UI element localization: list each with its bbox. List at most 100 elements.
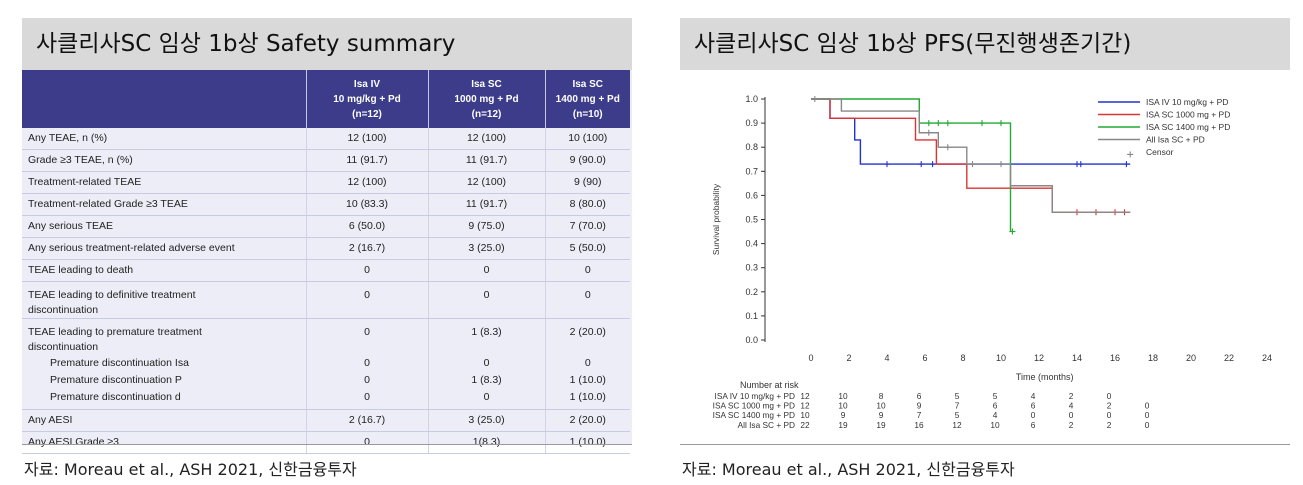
censor-mark <box>929 161 936 168</box>
censor-mark <box>998 120 1004 127</box>
cell-value: 2 (20.0) <box>544 318 630 355</box>
safety-panel-title: 사클리사SC 임상 1b상 Safety summary <box>22 18 632 70</box>
cell-value: 0 <box>305 431 428 454</box>
risk-cell: 4 <box>993 410 998 420</box>
header-col-1: Isa IV 10 mg/kg + Pd (n=12) <box>305 70 428 128</box>
y-tick-label: 0.0 <box>745 335 758 345</box>
table-row: Premature discontinuation P 0 1 (8.3) 1 … <box>22 372 630 389</box>
risk-row-label: All Isa SC + PD <box>738 420 795 430</box>
censor-mark <box>944 144 951 151</box>
pfs-panel-title: 사클리사SC 임상 1b상 PFS(무진행생존기간) <box>680 18 1290 70</box>
x-tick-label: 2 <box>846 353 851 363</box>
x-tick-label: 14 <box>1072 353 1082 363</box>
risk-cell: 8 <box>879 391 884 401</box>
risk-cell: 2 <box>1107 401 1112 411</box>
table-row: Any TEAE, n (%) 12 (100) 12 (100) 10 (10… <box>22 128 630 150</box>
risk-cell: 19 <box>838 420 848 430</box>
cell-value: 1 (10.0) <box>544 431 630 454</box>
cell-value: 11 (91.7) <box>427 193 545 216</box>
row-label: Any AESI <box>22 409 306 432</box>
row-label-line1: TEAE leading to definitive treatment <box>28 289 196 301</box>
risk-cell: 22 <box>800 420 810 430</box>
risk-cell: 10 <box>838 401 848 411</box>
censor-mark <box>944 120 951 127</box>
x-tick-label: 18 <box>1148 353 1158 363</box>
cell-value: 11 (91.7) <box>427 149 545 172</box>
table-row: Premature discontinuation Isa 0 0 0 <box>22 355 630 372</box>
censor-mark <box>998 161 1004 168</box>
table-row: Treatment-related TEAE 12 (100) 12 (100)… <box>22 171 630 194</box>
x-tick-label: 20 <box>1186 353 1196 363</box>
row-label: TEAE leading to definitive treatment dis… <box>22 281 306 319</box>
header-col-3-line1: Isa SC <box>572 78 604 90</box>
safety-table: Isa IV 10 mg/kg + Pd (n=12) Isa SC 1000 … <box>22 70 630 454</box>
risk-cell: 7 <box>917 410 922 420</box>
table-row: Premature discontinuation d 0 0 1 (10.0) <box>22 389 630 410</box>
cell-value: 10 (100) <box>544 128 630 150</box>
censor-mark <box>925 129 932 136</box>
y-tick-label: 0.8 <box>745 142 758 152</box>
row-label: Any serious treatment-related adverse ev… <box>22 237 306 260</box>
risk-table-header: Number at risk <box>740 380 799 390</box>
y-tick-label: 0.3 <box>745 263 758 273</box>
row-label: Any TEAE, n (%) <box>22 128 306 150</box>
cell-value: 6 (50.0) <box>305 215 428 238</box>
km-chart-container: 0.0 0.1 0.2 0.3 0.4 0.5 0.6 0.7 0.8 0.9 1.0 Surviva… <box>680 70 1290 444</box>
row-label: Premature discontinuation d <box>22 389 306 410</box>
y-tick-label: 0.4 <box>745 239 758 249</box>
y-tick-label: 0.1 <box>745 311 758 321</box>
risk-cell: 6 <box>917 391 922 401</box>
cell-value: 12 (100) <box>305 171 428 194</box>
cell-value: 0 <box>305 389 428 410</box>
row-label-line2: discontinuation <box>28 341 99 353</box>
row-label: Any AESI Grade ≥3 <box>22 431 306 454</box>
header-col-1-line2: 10 mg/kg + Pd <box>333 93 401 105</box>
series-line <box>811 98 1131 213</box>
row-label: Premature discontinuation P <box>50 374 182 386</box>
source-note: 자료: Moreau et al., ASH 2021, 신한금융투자 <box>682 460 1015 479</box>
cell-value: 1 (8.3) <box>427 372 545 389</box>
bottom-rule <box>22 444 632 445</box>
safety-summary-panel: 사클리사SC 임상 1b상 Safety summary Isa IV 10 m… <box>22 18 632 479</box>
cell-value: 2 (20.0) <box>544 409 630 432</box>
risk-cell: 7 <box>955 401 960 411</box>
cell-value: 0 <box>427 281 545 319</box>
risk-cell: 5 <box>955 391 960 401</box>
legend-label: ISA IV 10 mg/kg + PD <box>1146 97 1228 107</box>
table-row: TEAE leading to premature treatment disc… <box>22 318 630 356</box>
table-body: Any TEAE, n (%) 12 (100) 12 (100) 10 (10… <box>22 128 630 454</box>
cell-value: 1(8.3) <box>427 431 545 454</box>
y-tick-label: 0.9 <box>745 118 758 128</box>
censor-mark <box>925 120 932 127</box>
series-line <box>811 98 1131 213</box>
cell-value: 0 <box>305 355 428 372</box>
cell-value: 0 <box>305 372 428 389</box>
source-note: 자료: Moreau et al., ASH 2021, 신한금융투자 <box>24 460 357 479</box>
x-tick-label: 6 <box>922 353 927 363</box>
censor-mark <box>884 161 890 168</box>
header-col-1-line3: (n=12) <box>352 108 382 120</box>
row-label: TEAE leading to premature treatment disc… <box>22 319 306 356</box>
risk-cell: 0 <box>1145 401 1150 411</box>
row-label-line1: TEAE leading to premature treatment <box>28 326 202 338</box>
table-row: Treatment-related Grade ≥3 TEAE 10 (83.3… <box>22 193 630 216</box>
row-label: Treatment-related Grade ≥3 TEAE <box>22 193 306 216</box>
risk-cell: 0 <box>1107 391 1112 401</box>
risk-row-label: ISA SC 1400 mg + PD <box>713 410 795 420</box>
risk-cell: 0 <box>1031 410 1036 420</box>
censor-mark <box>1077 161 1084 168</box>
cell-value: 12 (100) <box>427 128 545 150</box>
risk-cell: 16 <box>914 420 924 430</box>
risk-cell: 5 <box>955 410 960 420</box>
header-col-2: Isa SC 1000 mg + Pd (n=12) <box>427 70 545 128</box>
cell-value: 0 <box>427 259 545 282</box>
y-tick-label: 0.7 <box>745 166 758 176</box>
risk-cell: 10 <box>800 410 810 420</box>
x-tick-label: 0 <box>808 353 813 363</box>
cell-value: 1 (10.0) <box>544 372 630 389</box>
header-empty <box>22 70 306 128</box>
table-row: Any AESI Grade ≥3 0 1(8.3) 1 (10.0) <box>22 431 630 454</box>
risk-cell: 2 <box>1069 391 1074 401</box>
header-col-2-line1: Isa SC <box>471 78 502 90</box>
header-col-3: Isa SC 1400 mg + Pd (n=10) <box>544 70 630 128</box>
